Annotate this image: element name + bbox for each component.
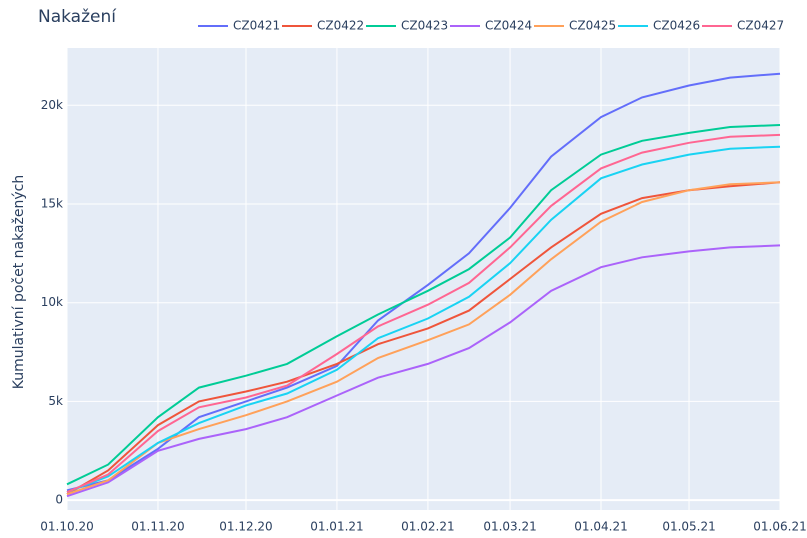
legend-label: CZ0424	[485, 19, 532, 33]
x-tick-label: 01.01.21	[310, 520, 363, 534]
x-tick-label: 01.10.20	[40, 520, 93, 534]
legend-label: CZ0423	[401, 19, 448, 33]
series-line	[66, 133, 781, 494]
y-tick-label: 0	[55, 493, 63, 507]
y-axis-label: Kumulativní počet nakažených	[11, 175, 27, 390]
x-tick-label: 01.12.20	[219, 520, 272, 534]
series-line	[66, 145, 781, 494]
legend-label: CZ0427	[737, 19, 784, 33]
legend-label: CZ0422	[317, 19, 364, 33]
x-tick-label: 01.05.21	[662, 520, 715, 534]
x-tick-label: 01.06.21	[753, 520, 806, 534]
legend-label: CZ0421	[233, 19, 280, 33]
y-tick-label: 5k	[48, 394, 63, 408]
x-tick-label: 01.11.20	[131, 520, 184, 534]
chart-title: Nakažení	[38, 7, 117, 27]
plot-background	[67, 48, 780, 510]
legend-label: CZ0425	[569, 19, 616, 33]
y-tick-label: 10k	[41, 295, 63, 309]
legend-label: CZ0426	[653, 19, 700, 33]
y-tick-label: 20k	[41, 98, 63, 112]
series-line	[66, 244, 781, 498]
series-line	[66, 181, 781, 496]
x-tick-label: 01.02.21	[401, 520, 454, 534]
series-line	[66, 124, 781, 486]
y-tick-label: 15k	[41, 196, 63, 210]
series-line	[66, 181, 781, 496]
x-tick-label: 01.03.21	[483, 520, 536, 534]
series-line	[66, 72, 781, 492]
x-tick-label: 01.04.21	[574, 520, 627, 534]
